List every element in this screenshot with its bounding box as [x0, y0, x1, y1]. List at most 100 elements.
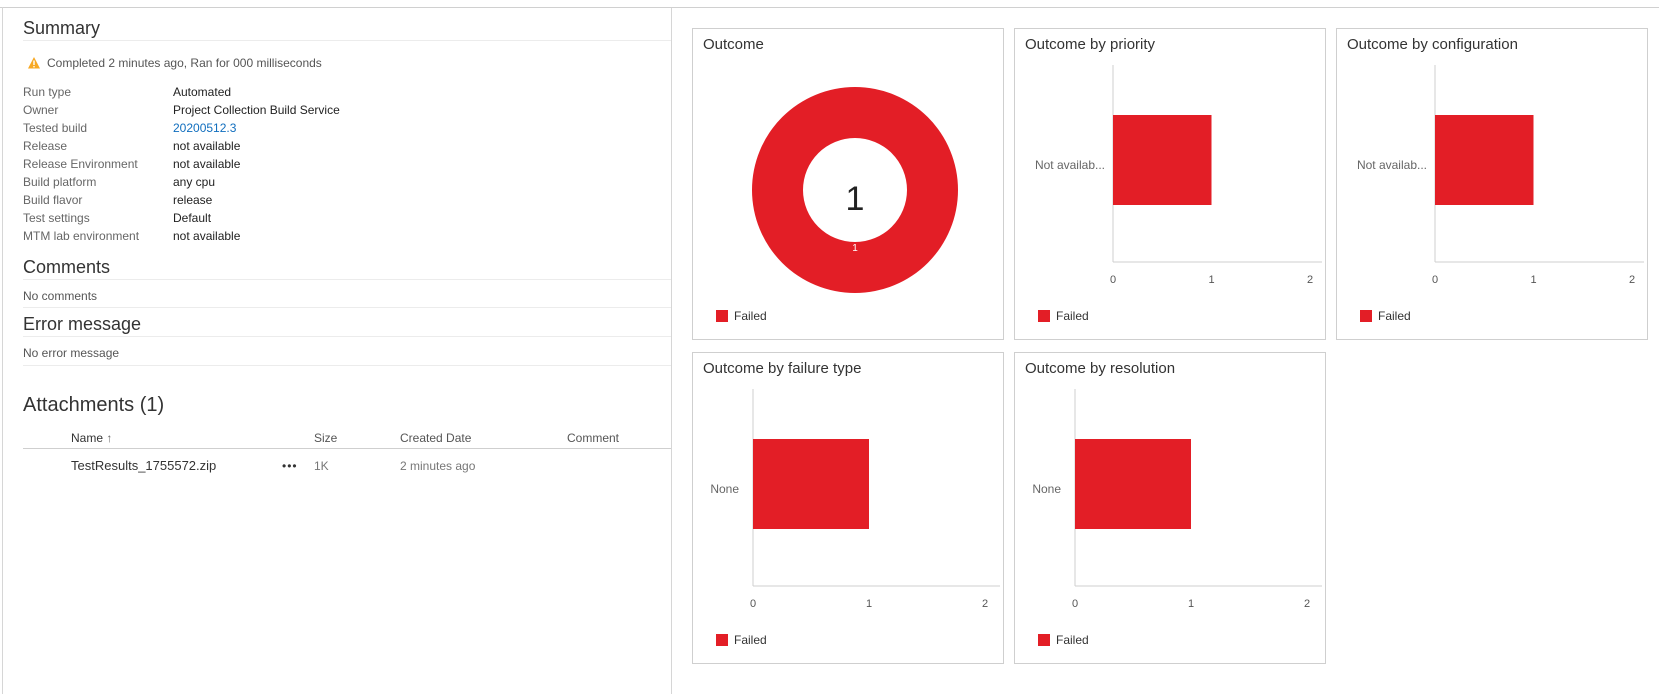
field-label: Build flavor [23, 193, 83, 207]
attachment-created: 2 minutes ago [400, 459, 476, 473]
attachments-header: Name ↑ Size Created Date Comment [23, 424, 671, 449]
x-tick-label: 1 [1530, 274, 1536, 286]
chart-title: Outcome by priority [1025, 36, 1156, 53]
legend-label[interactable]: Failed [1056, 309, 1089, 323]
field-label: Owner [23, 103, 59, 117]
x-tick-label: 0 [1072, 598, 1078, 610]
legend-swatch [1038, 310, 1050, 322]
field-value: release [173, 193, 213, 207]
status-text: Completed 2 minutes ago, Ran for 000 mil… [47, 56, 322, 70]
run-status: Completed 2 minutes ago, Ran for 000 mil… [27, 56, 322, 70]
legend-swatch [716, 310, 728, 322]
failure-type-chart-panel: Outcome by failure type None 0 1 2 Faile… [692, 352, 1004, 664]
slice-value-label: 1 [852, 243, 858, 254]
field-value: Project Collection Build Service [173, 103, 340, 117]
field-value: any cpu [173, 175, 216, 189]
outcome-donut-chart: 1 1 [752, 87, 958, 293]
comments-rule [23, 279, 671, 280]
tested-build-link[interactable]: 20200512.3 [173, 121, 237, 135]
chart-legend: Failed [1360, 309, 1411, 323]
left-border [2, 7, 3, 694]
legend-swatch [716, 634, 728, 646]
x-tick-label: 2 [1307, 274, 1313, 286]
chart-title: Outcome [703, 36, 764, 53]
legend-label[interactable]: Failed [1056, 633, 1089, 647]
category-label: None [1032, 482, 1061, 496]
x-tick-label: 0 [750, 598, 756, 610]
failure-type-bar-chart: None 0 1 2 [710, 389, 1000, 610]
resolution-bar-chart: None 0 1 2 [1032, 389, 1322, 610]
category-label: Not availab... [1035, 158, 1105, 172]
legend-label[interactable]: Failed [734, 633, 767, 647]
field-label: Release Environment [23, 157, 138, 171]
error-title: Error message [23, 314, 142, 334]
outcome-chart-panel: Outcome 1 1 Failed [692, 28, 1004, 340]
attachment-row[interactable]: TestResults_1755572.zip ••• 1K 2 minutes… [23, 452, 671, 478]
error-end-rule [23, 365, 671, 366]
failed-bar[interactable] [1075, 439, 1191, 529]
failed-bar[interactable] [753, 439, 869, 529]
attachment-name[interactable]: TestResults_1755572.zip [71, 458, 217, 473]
field-value: Default [173, 211, 212, 225]
field-label: Test settings [23, 211, 90, 225]
legend-label[interactable]: Failed [1378, 309, 1411, 323]
details-pane: Summary Completed 2 minutes ago, Ran for… [0, 8, 671, 694]
priority-chart-panel: Outcome by priority Not availab... 0 1 2… [1014, 28, 1326, 340]
x-tick-label: 2 [1304, 598, 1310, 610]
failed-slice[interactable] [752, 87, 958, 293]
sort-ascending-icon: ↑ [106, 431, 113, 445]
configuration-bar-chart: Not availab... 0 1 2 [1357, 65, 1644, 286]
column-comment-header[interactable]: Comment [567, 431, 620, 445]
comments-end-rule [23, 307, 671, 308]
field-value: not available [173, 157, 241, 171]
field-label: Tested build [23, 121, 88, 135]
comments-text: No comments [23, 289, 98, 303]
donut-center-value: 1 [846, 180, 865, 218]
field-value: not available [173, 229, 241, 243]
x-tick-label: 1 [1208, 274, 1214, 286]
summary-rule [23, 40, 671, 41]
error-rule [23, 336, 671, 337]
legend-swatch [1360, 310, 1372, 322]
x-tick-label: 2 [982, 598, 988, 610]
comments-title: Comments [23, 257, 111, 277]
failed-bar[interactable] [1435, 115, 1534, 205]
more-actions-icon[interactable]: ••• [282, 459, 298, 473]
pane-divider [671, 8, 672, 694]
field-value: not available [173, 139, 241, 153]
x-tick-label: 2 [1629, 274, 1635, 286]
field-label: Release [23, 139, 68, 153]
error-text: No error message [23, 346, 120, 360]
summary-title: Summary [23, 18, 101, 38]
chart-legend: Failed [716, 633, 767, 647]
failed-bar[interactable] [1113, 115, 1212, 205]
warning-icon [28, 57, 40, 69]
chart-title: Outcome by failure type [703, 360, 862, 377]
configuration-chart-panel: Outcome by configuration Not availab... … [1336, 28, 1648, 340]
x-tick-label: 1 [1188, 598, 1194, 610]
chart-title: Outcome by configuration [1347, 36, 1518, 53]
x-tick-label: 0 [1110, 274, 1116, 286]
column-name-header[interactable]: Name ↑ [71, 431, 112, 445]
x-tick-label: 1 [866, 598, 872, 610]
legend-label[interactable]: Failed [734, 309, 767, 323]
resolution-chart-panel: Outcome by resolution None 0 1 2 Failed [1014, 352, 1326, 664]
column-name-label: Name [71, 431, 104, 445]
attachment-size: 1K [314, 459, 329, 473]
column-size-header[interactable]: Size [314, 431, 338, 445]
field-label: Run type [23, 85, 72, 99]
priority-bar-chart: Not availab... 0 1 2 [1035, 65, 1322, 286]
category-label: Not availab... [1357, 158, 1427, 172]
field-label: MTM lab environment [23, 229, 140, 243]
field-value: Automated [173, 85, 232, 99]
column-created-header[interactable]: Created Date [400, 431, 472, 445]
chart-legend: Failed [1038, 309, 1089, 323]
category-label: None [710, 482, 739, 496]
chart-legend: Failed [716, 309, 767, 323]
top-border [0, 7, 1659, 8]
field-label: Build platform [23, 175, 97, 189]
attachments-title: Attachments (1) [23, 394, 165, 416]
chart-title: Outcome by resolution [1025, 360, 1176, 377]
x-tick-label: 0 [1432, 274, 1438, 286]
chart-legend: Failed [1038, 633, 1089, 647]
